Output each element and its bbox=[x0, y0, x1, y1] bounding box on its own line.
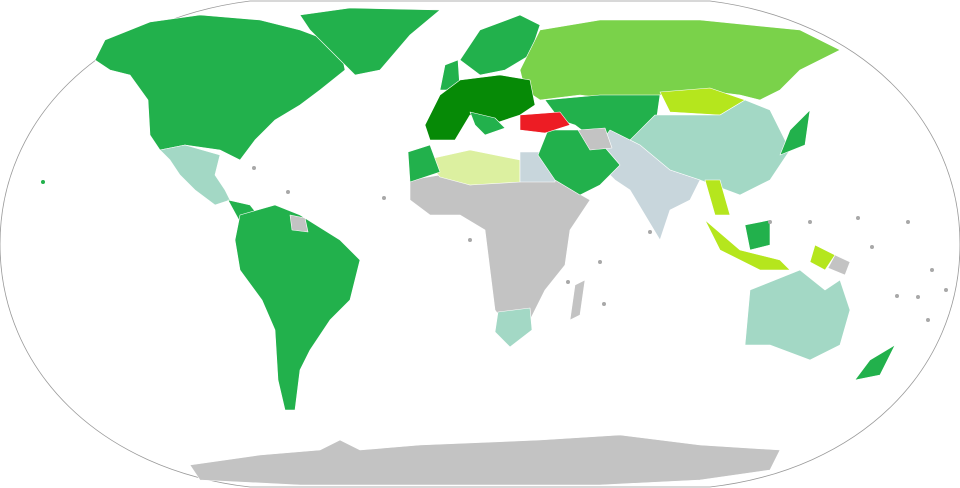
island-marker bbox=[252, 166, 256, 170]
region-new-zealand bbox=[854, 344, 896, 381]
region-russia bbox=[519, 19, 841, 101]
island-marker bbox=[808, 220, 812, 224]
island-marker bbox=[926, 318, 930, 322]
region-madagascar bbox=[569, 279, 586, 321]
island-marker bbox=[382, 196, 386, 200]
region-north-america bbox=[94, 14, 346, 161]
island-marker bbox=[768, 220, 772, 224]
island-marker bbox=[41, 180, 45, 184]
region-turkey bbox=[519, 111, 571, 134]
region-borneo bbox=[744, 219, 771, 251]
region-australia bbox=[744, 269, 851, 361]
region-south-america bbox=[234, 204, 361, 411]
island-marker bbox=[906, 220, 910, 224]
region-balkans bbox=[469, 111, 506, 136]
island-marker bbox=[895, 294, 899, 298]
island-marker bbox=[870, 245, 874, 249]
region-iraq bbox=[577, 127, 613, 151]
island-marker bbox=[648, 230, 652, 234]
island-marker bbox=[916, 295, 920, 299]
region-papua bbox=[827, 254, 851, 276]
region-south-africa bbox=[494, 307, 533, 348]
region-indonesia bbox=[704, 219, 791, 271]
region-greenland bbox=[299, 7, 441, 76]
island-marker bbox=[602, 302, 606, 306]
island-marker bbox=[286, 190, 290, 194]
island-marker bbox=[598, 260, 602, 264]
region-new-guinea bbox=[809, 244, 836, 271]
region-antarctica bbox=[189, 434, 781, 486]
island-marker bbox=[856, 216, 860, 220]
island-marker bbox=[930, 268, 934, 272]
region-thailand bbox=[704, 179, 731, 216]
region-guianas bbox=[289, 214, 309, 233]
island-marker bbox=[566, 280, 570, 284]
island-marker bbox=[944, 288, 948, 292]
region-mexico bbox=[159, 144, 231, 206]
region-japan bbox=[779, 109, 811, 156]
region-morocco bbox=[407, 144, 441, 183]
island-marker bbox=[468, 238, 472, 242]
